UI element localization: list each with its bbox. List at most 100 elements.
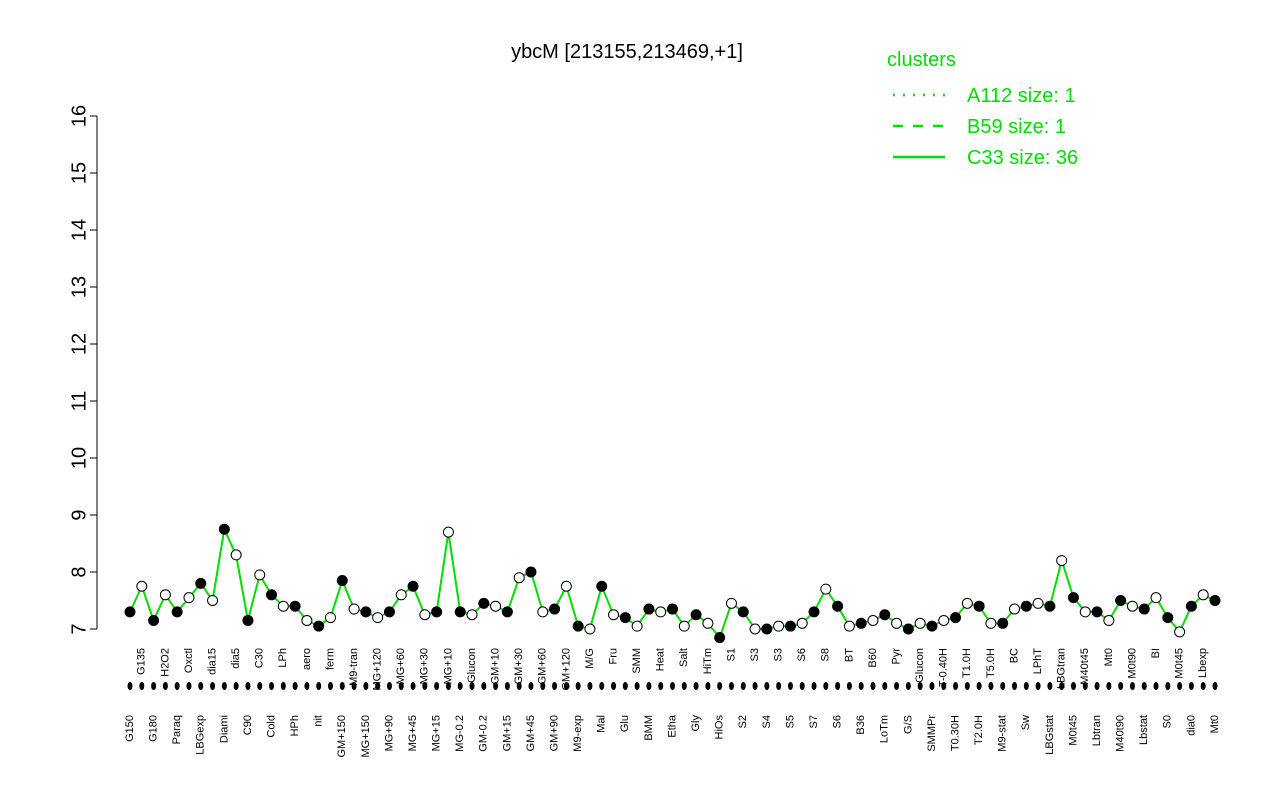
data-point [537, 606, 549, 618]
x-tick-label: G180 [147, 715, 159, 742]
data-point [678, 620, 690, 632]
x-tick-label: B60 [867, 648, 879, 668]
rug-mark [1070, 682, 1076, 690]
series-line [129, 525, 1216, 640]
data-point [667, 603, 678, 615]
rug-mark [575, 682, 581, 690]
rug-mark [740, 682, 746, 690]
data-point [1044, 600, 1056, 612]
rug-mark [1094, 682, 1100, 690]
data-point [690, 609, 702, 621]
x-tick-label: S0 [1162, 715, 1174, 728]
rug-mark [776, 682, 782, 690]
rug-mark [233, 682, 239, 690]
data-point [230, 549, 242, 561]
data-point [914, 617, 926, 629]
rug-mark [976, 682, 982, 690]
data-point [961, 597, 973, 609]
data-point [549, 603, 561, 615]
rug-mark [611, 682, 617, 690]
rug-mark [717, 682, 723, 690]
rug-mark [162, 682, 168, 690]
x-tick-label: MG+60 [395, 648, 407, 684]
rug-mark [457, 682, 463, 690]
data-point [254, 569, 266, 581]
rug-mark [964, 682, 970, 690]
rug-mark [528, 682, 534, 690]
x-tick-label: Salt [678, 648, 690, 667]
data-point [619, 612, 631, 624]
x-tick-label: LBGtran [1056, 648, 1068, 689]
data-point [301, 614, 313, 626]
legend-label: A112 size: 1 [967, 85, 1076, 107]
x-tick-label: SMM [631, 648, 643, 674]
rug-mark [434, 682, 440, 690]
data-point [572, 620, 584, 632]
data-point [148, 614, 160, 626]
rug-mark [481, 682, 487, 690]
x-tick-label: Mal [596, 715, 608, 733]
x-tick-label: Lbstat [1138, 715, 1150, 745]
data-point [820, 583, 832, 595]
data-point [266, 589, 278, 601]
x-tick-label: G/S [902, 715, 914, 734]
rug-mark [988, 682, 994, 690]
x-tick-label: M40t45 [1079, 648, 1091, 685]
x-tick-label: Oxctl [183, 648, 195, 673]
x-tick-label: Sw [1020, 715, 1032, 730]
x-tick-label: M40t90 [1115, 715, 1127, 752]
data-point [1185, 600, 1197, 612]
data-point [1032, 597, 1044, 609]
y-tick-label: 8 [68, 566, 90, 577]
rug-mark [681, 682, 687, 690]
data-point [407, 580, 419, 592]
data-point [926, 620, 938, 632]
data-point [383, 606, 395, 618]
data-point [207, 595, 219, 606]
x-tick-label: S1 [725, 648, 737, 661]
x-tick-label: GM+10 [490, 648, 502, 684]
x-tick-label: Lbtran [1091, 715, 1103, 746]
x-tick-label: GM+120 [560, 648, 572, 691]
data-point [773, 620, 785, 632]
data-point [336, 575, 348, 587]
x-tick-label: Glu [619, 715, 631, 732]
rug-mark [127, 682, 133, 690]
x-tick-label: Glucon [914, 648, 926, 683]
rug-mark [280, 682, 286, 690]
rug-mark [504, 682, 510, 690]
x-tick-label: Glucon [466, 648, 478, 683]
rug-mark [174, 682, 180, 690]
data-point [643, 603, 655, 615]
x-tick-label: MG+90 [383, 715, 395, 751]
data-point [136, 580, 148, 592]
rug-mark [1047, 682, 1053, 690]
x-tick-label: GM+15 [501, 715, 513, 751]
rug-mark [1200, 682, 1206, 690]
x-tick-label: LBGstat [1044, 715, 1056, 755]
rug-mark [587, 682, 593, 690]
x-tick-label: GM+90 [548, 715, 560, 751]
data-point [1020, 600, 1032, 612]
x-tick-label: T0.30H [949, 715, 961, 751]
data-point [431, 606, 443, 618]
data-point [796, 617, 808, 629]
rug-mark [882, 682, 888, 690]
x-tick-label: MG+150 [360, 715, 372, 758]
x-tick-label: T-0.40H [938, 648, 950, 687]
data-point [938, 614, 950, 626]
data-point [1115, 595, 1127, 606]
legend: clusters A112 size: 1 B59 size: 1 C33 size:… [887, 49, 1078, 169]
data-point [525, 566, 537, 578]
data-point [348, 603, 360, 615]
rug-mark [304, 682, 310, 690]
x-tick-label: M0t45 [1174, 648, 1186, 679]
data-point [891, 617, 903, 629]
x-tick-label: C90 [242, 715, 254, 735]
data-point [608, 609, 620, 621]
x-tick-label: MG+45 [407, 715, 419, 751]
data-point [1150, 592, 1162, 604]
rug-mark [292, 682, 298, 690]
x-tick-label: Pyr [890, 648, 902, 665]
rug-mark [929, 682, 935, 690]
